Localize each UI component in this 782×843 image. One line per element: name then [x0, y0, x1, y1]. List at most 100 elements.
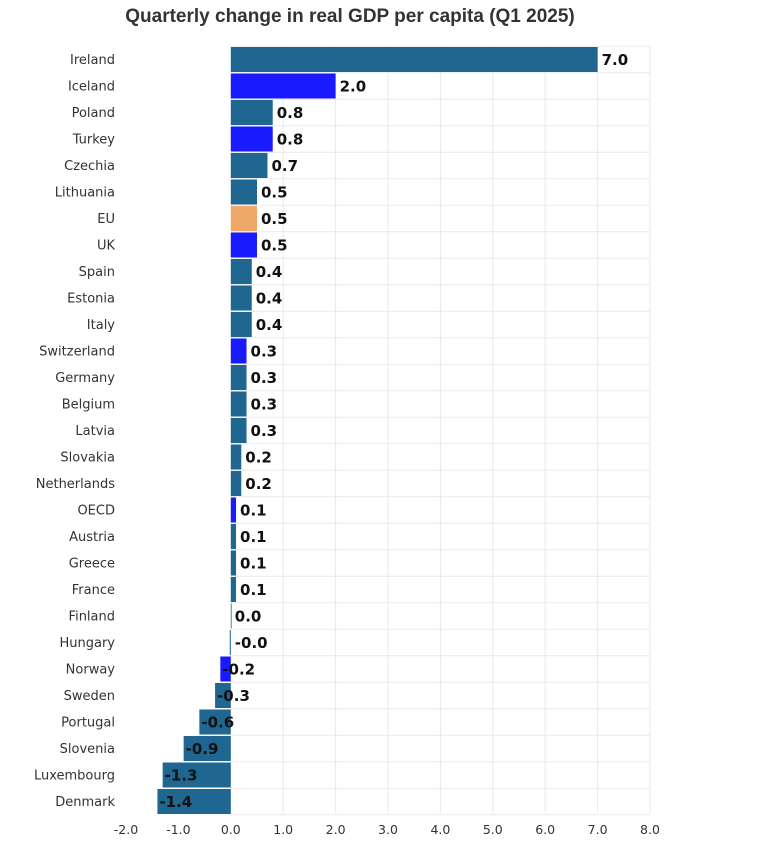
bar-finland — [230, 603, 232, 629]
x-tick-label: 2.0 — [326, 822, 346, 837]
category-label: Greece — [69, 557, 115, 572]
category-label: Slovakia — [60, 451, 115, 466]
bar-italy — [230, 312, 252, 337]
bar-eu — [230, 206, 257, 231]
x-axis-tick-labels: -2.0 -1.0 0.0 1.0 2.0 3.0 4.0 5.0 6.0 7.0 8.0 — [114, 822, 660, 837]
value-label: -0.3 — [217, 687, 250, 705]
category-label: Poland — [72, 106, 115, 121]
bar-sweden — [215, 683, 231, 708]
category-label: Germany — [55, 371, 115, 386]
value-label: 0.3 — [251, 422, 278, 440]
category-label: Czechia — [64, 159, 115, 174]
bar-ireland — [230, 47, 598, 72]
gridlines — [230, 45, 651, 816]
bar-norway — [220, 656, 231, 682]
bar-oecd — [230, 497, 237, 523]
value-label: 0.3 — [251, 343, 278, 361]
value-label: 0.4 — [256, 290, 283, 308]
bar-greece — [230, 550, 237, 576]
x-tick-label: 7.0 — [588, 822, 608, 837]
x-tick-label: -2.0 — [114, 822, 138, 837]
value-label: 0.5 — [261, 237, 288, 255]
category-label: Denmark — [55, 795, 115, 810]
value-label: 7.0 — [602, 51, 629, 69]
value-label: 0.3 — [251, 369, 278, 387]
category-label: Spain — [79, 265, 115, 280]
value-label: 0.4 — [256, 263, 283, 281]
category-label: Hungary — [59, 636, 115, 651]
category-label: Belgium — [62, 398, 115, 413]
bar-portugal — [199, 709, 231, 735]
x-tick-label: 0.0 — [221, 822, 241, 837]
category-label: EU — [97, 212, 115, 227]
bar-latvia — [230, 418, 247, 443]
value-label: 0.1 — [240, 581, 267, 599]
category-label: Sweden — [64, 689, 115, 704]
x-tick-label: 4.0 — [430, 822, 450, 837]
category-label: Portugal — [61, 716, 115, 731]
category-label: Italy — [87, 318, 116, 333]
value-label: -1.3 — [165, 767, 198, 785]
x-tick-label: -1.0 — [166, 822, 190, 837]
value-label: 0.2 — [245, 449, 272, 467]
x-tick-label: 8.0 — [640, 822, 660, 837]
category-label: UK — [97, 239, 116, 254]
value-label: 0.1 — [240, 555, 267, 573]
bar-uk — [230, 232, 257, 258]
value-label: 0.3 — [251, 396, 278, 414]
category-label: Austria — [69, 530, 115, 545]
category-label: Switzerland — [39, 345, 115, 360]
value-label: 0.1 — [240, 528, 267, 546]
bars — [157, 47, 598, 814]
category-label: Iceland — [68, 80, 115, 95]
value-label: 0.5 — [261, 210, 288, 228]
x-tick-label: 1.0 — [273, 822, 293, 837]
bar-turkey — [230, 126, 273, 152]
category-label: OECD — [77, 504, 115, 519]
bar-luxembourg — [162, 762, 231, 788]
category-label: Norway — [66, 663, 116, 678]
bar-slovakia — [230, 444, 242, 470]
category-label: Estonia — [67, 292, 115, 307]
bar-estonia — [230, 285, 252, 311]
value-label: -0.9 — [186, 740, 219, 758]
value-label: -0.2 — [222, 661, 255, 679]
value-label: 0.8 — [277, 131, 304, 149]
value-label: 0.7 — [271, 157, 298, 175]
bar-belgium — [230, 391, 247, 417]
value-label: 2.0 — [340, 78, 367, 96]
category-label: Slovenia — [60, 742, 115, 757]
value-label: 0.1 — [240, 502, 267, 520]
value-label: 0.8 — [277, 104, 304, 122]
value-label: -0.6 — [201, 714, 234, 732]
chart-title: Quarterly change in real GDP per capita … — [125, 6, 575, 27]
x-tick-label: 6.0 — [535, 822, 555, 837]
category-label: Ireland — [70, 53, 115, 68]
category-label: Latvia — [75, 424, 115, 439]
value-label: 0.0 — [235, 608, 262, 626]
bar-germany — [230, 365, 247, 390]
category-labels: Ireland Iceland Poland Turkey Czechia Lithuan… — [34, 53, 115, 810]
category-label: Turkey — [72, 133, 116, 148]
bar-france — [230, 577, 237, 602]
value-label: -0.0 — [235, 634, 268, 652]
bar-spain — [230, 259, 252, 284]
category-label: Lithuania — [55, 186, 115, 201]
value-label: -1.4 — [159, 793, 192, 811]
value-label: 0.5 — [261, 184, 288, 202]
bar-czechia — [230, 153, 268, 178]
category-label: Finland — [69, 610, 115, 625]
category-label: Luxembourg — [34, 769, 115, 784]
bar-netherlands — [230, 471, 242, 496]
x-tick-label: 5.0 — [483, 822, 503, 837]
bar-poland — [230, 100, 273, 125]
bar-lithuania — [230, 179, 257, 205]
bar-switzerland — [230, 338, 247, 364]
bar-hungary — [229, 630, 231, 655]
category-label: Netherlands — [36, 477, 115, 492]
category-label: France — [72, 583, 115, 598]
bar-austria — [230, 524, 237, 549]
bar-iceland — [230, 73, 336, 99]
x-tick-label: 3.0 — [378, 822, 398, 837]
